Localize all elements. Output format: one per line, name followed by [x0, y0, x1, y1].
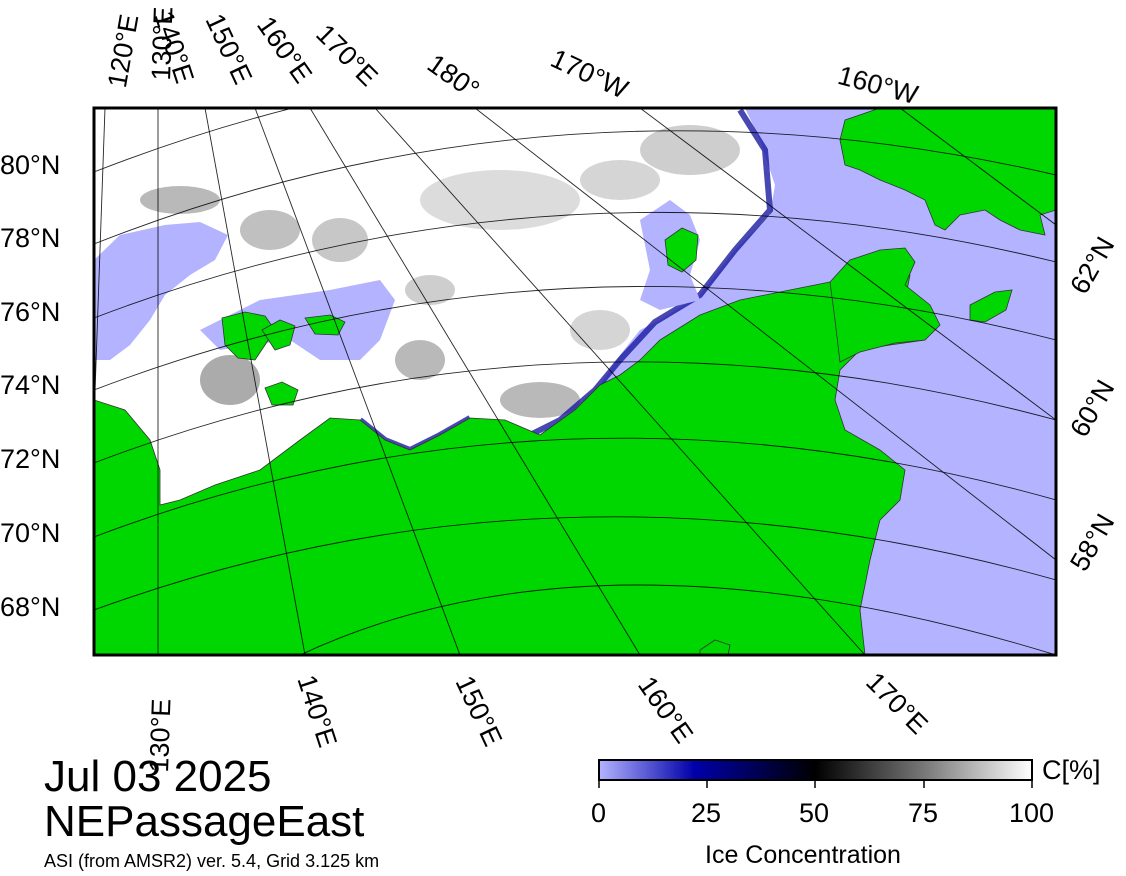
map-region: NEPassageEast: [44, 797, 365, 846]
colorbar-gradient: [598, 759, 1033, 781]
ice-concentration-texture: [140, 125, 740, 418]
lat-label-68n: 68°N: [0, 592, 61, 622]
colorbar-title: Ice Concentration: [705, 841, 901, 869]
colorbar-tick-50: 50: [799, 798, 830, 828]
lat-label-72n: 72°N: [0, 444, 61, 474]
kotelny-island: [261, 319, 296, 351]
lat-label-78n: 78°N: [0, 223, 61, 253]
map-date: Jul 03 2025: [44, 752, 272, 801]
source-note: ASI (from AMSR2) ver. 5.4, Grid 3.125 km: [44, 851, 380, 871]
longitude-graticule: [94, 108, 1056, 655]
sea-ice-pack: [94, 108, 775, 505]
lat-label-74n: 74°N: [0, 370, 61, 400]
latitude-graticule: [94, 108, 1056, 655]
lat-label-76n: 76°N: [0, 297, 61, 327]
map-frame: [92, 106, 1058, 657]
colorbar-tick-75: 75: [908, 798, 939, 828]
colorbar-unit: C[%]: [1042, 755, 1101, 785]
colorbar-tick-25: 25: [691, 798, 722, 828]
new-siberian-island-east: [304, 314, 346, 336]
alaska-landmass: [839, 108, 1056, 236]
siberia-landmass: [94, 261, 931, 655]
colorbar-tick-100: 100: [1009, 798, 1055, 828]
colorbar-ticks: [598, 780, 1033, 788]
colorbar-tick-0: 0: [591, 798, 607, 828]
new-siberian-islands: [221, 311, 276, 361]
lat-label-70n: 70°N: [0, 518, 61, 548]
laptev-open-water: [94, 222, 228, 360]
lyakhovsky-islands: [264, 381, 299, 406]
lat-label-80n: 80°N: [0, 150, 61, 180]
wrangel-island: [664, 227, 699, 273]
